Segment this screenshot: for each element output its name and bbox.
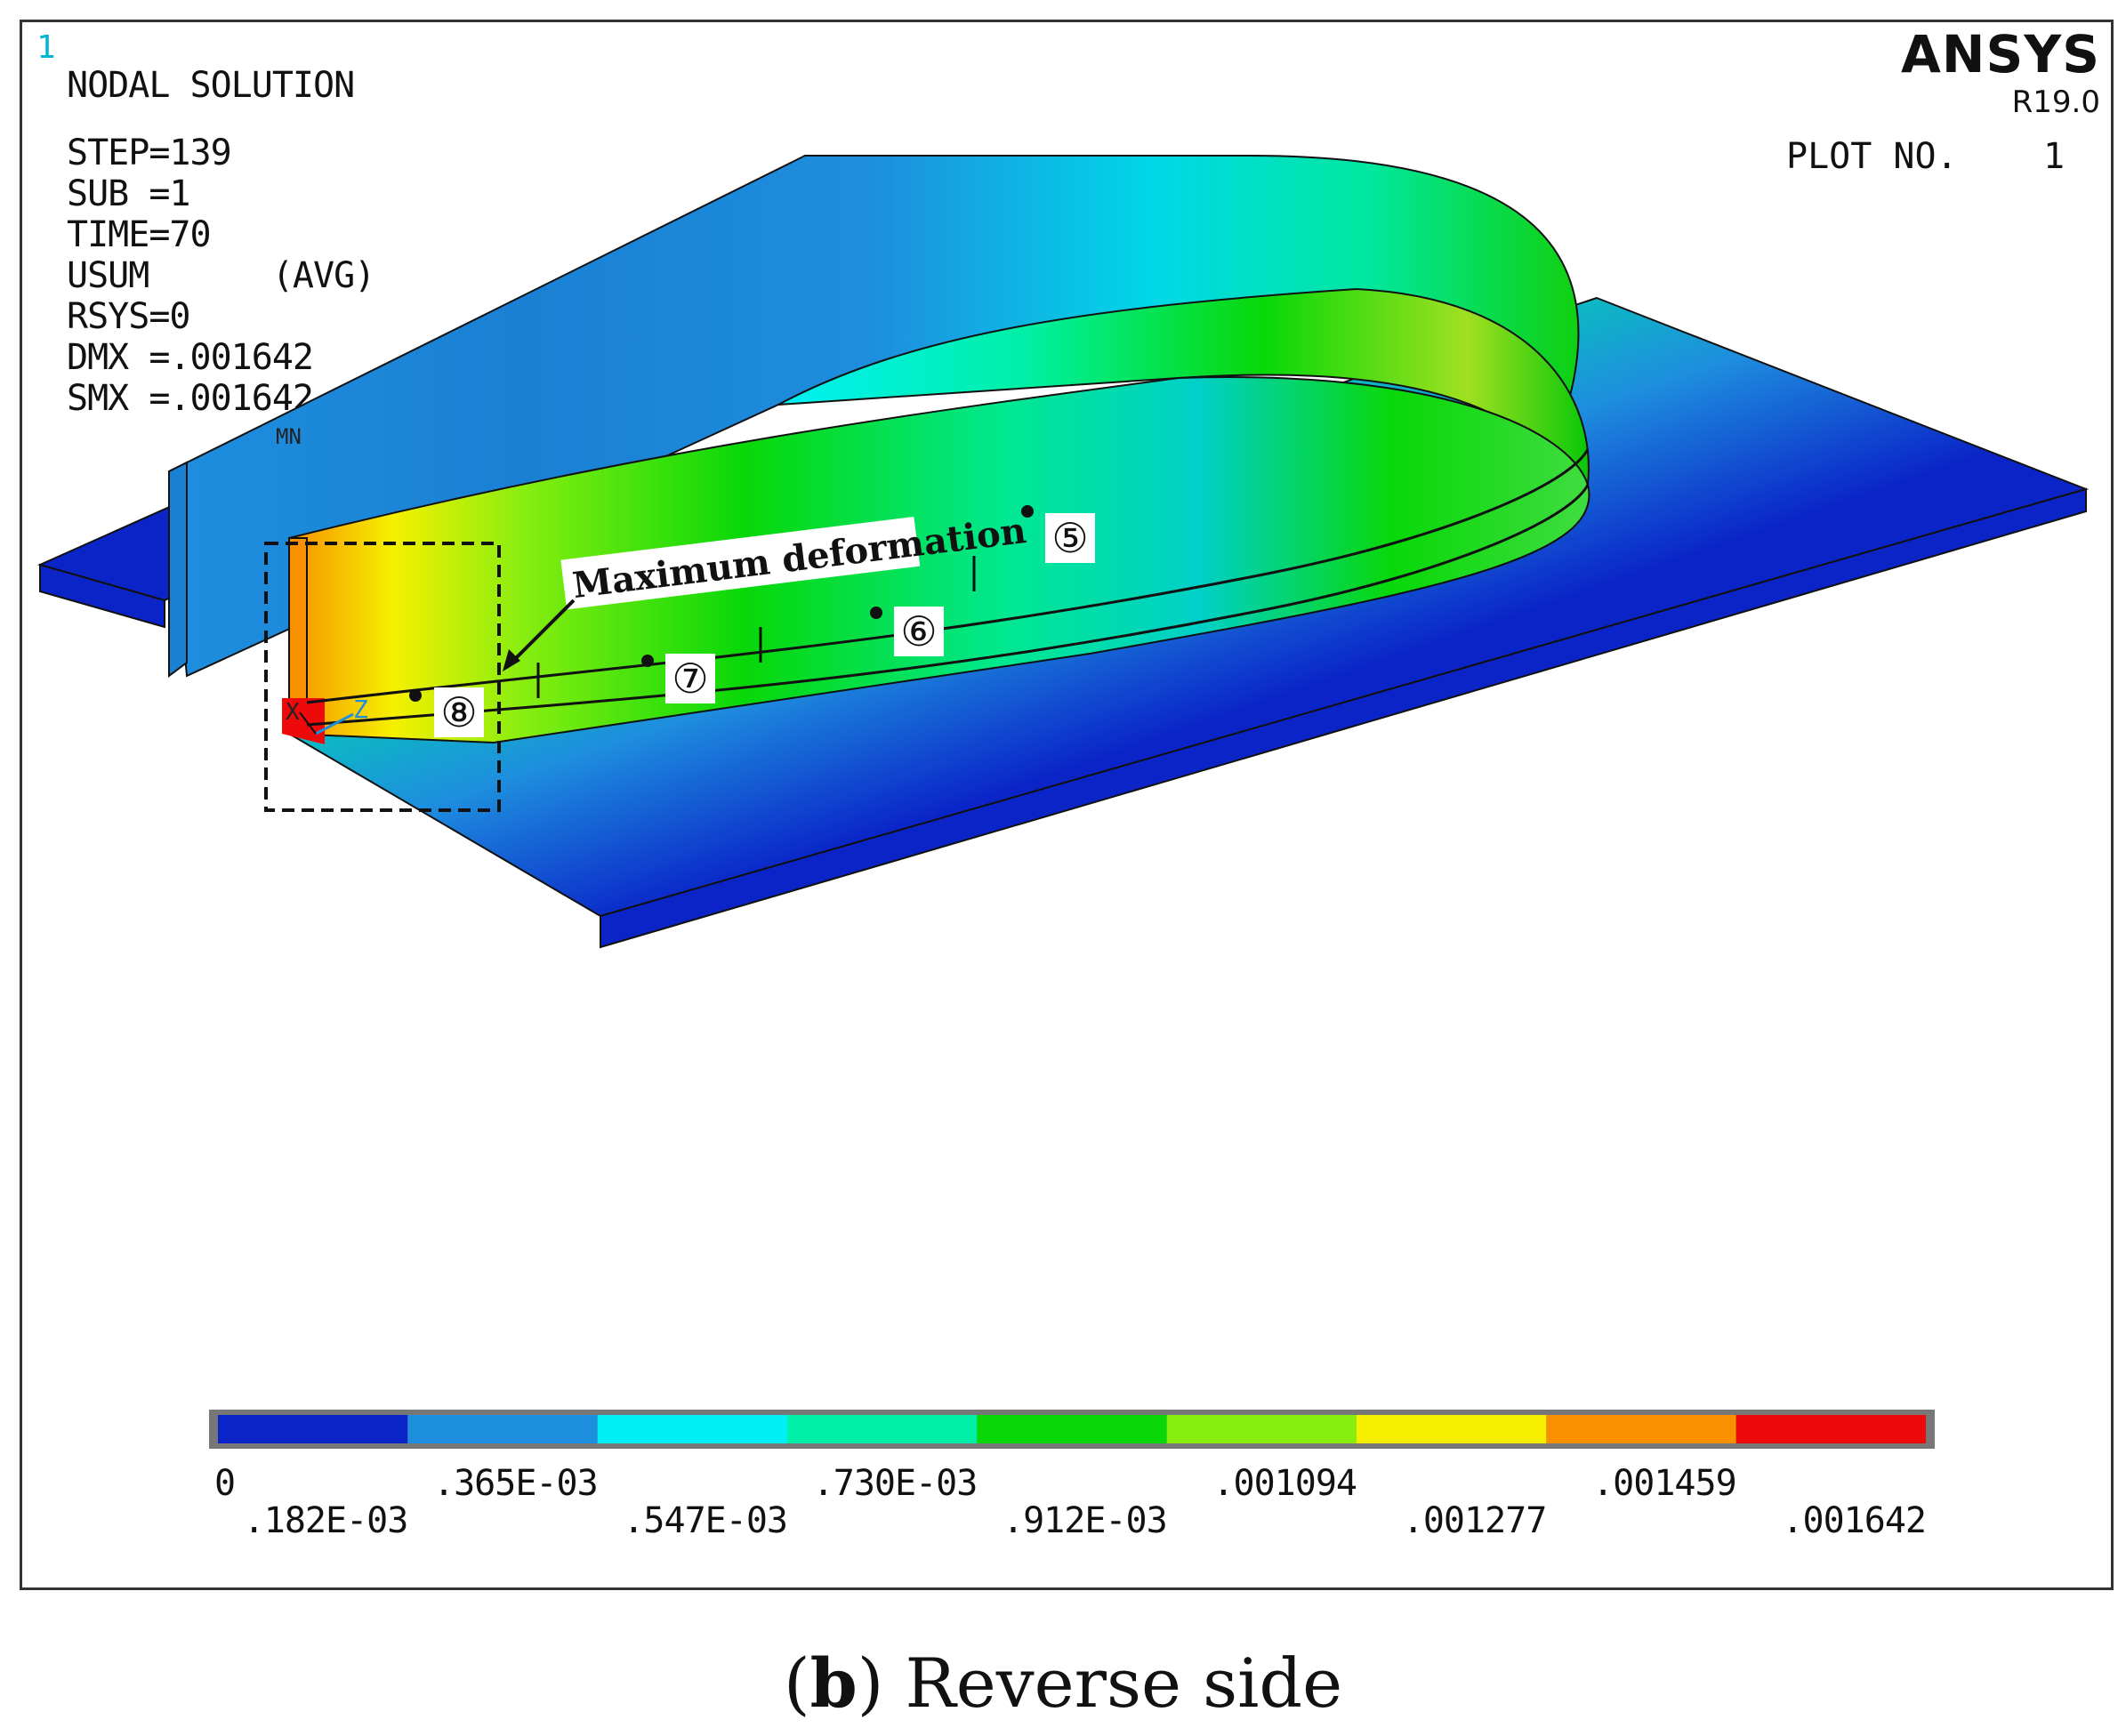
- max-region: [282, 698, 325, 744]
- max-deformation-box: [264, 542, 501, 812]
- point-label-bg: [665, 654, 715, 703]
- point-label-bg: [894, 607, 944, 656]
- info-line: NODAL SOLUTION: [67, 65, 355, 106]
- fea-model: Maximum deformation ⑤ ⑥ ⑦ ⑧ MN X Z: [37, 155, 2090, 949]
- brand-logo: ANSYS: [1901, 24, 2100, 84]
- triad-x-label: X: [286, 699, 300, 726]
- annotation-bg: [560, 516, 921, 610]
- point-label-7: ⑦: [672, 655, 708, 703]
- info-line: RSYS=0: [67, 296, 190, 337]
- info-line: SMX =.001642: [67, 378, 314, 419]
- point-marker: [1021, 505, 1034, 518]
- legend-swatch: [1166, 1415, 1357, 1443]
- legend-label: .001094: [1212, 1463, 1357, 1504]
- legend-label: .001277: [1402, 1500, 1548, 1541]
- point-marker: [641, 655, 654, 667]
- min-label: MN: [276, 424, 302, 449]
- legend-label: 0: [214, 1463, 236, 1504]
- left-plate-edge: [39, 563, 165, 629]
- triad-z-axis: [315, 712, 354, 735]
- plot-window: 1 NODAL SOLUTION STEP=139 SUB =1 TIME=70…: [20, 20, 2114, 1590]
- rib-line-lower: [306, 484, 1590, 727]
- legend-swatch: [597, 1415, 787, 1443]
- window-number: 1: [36, 29, 56, 66]
- point-label-8: ⑧: [440, 688, 477, 736]
- front-wall: [288, 376, 1590, 744]
- plot-number: PLOT NO. 1: [1786, 136, 2066, 177]
- point-label-bg: [1045, 513, 1095, 563]
- triad-x-axis: [299, 711, 317, 735]
- legend-swatch: [1735, 1415, 1926, 1443]
- back-wall-edge: [168, 461, 188, 678]
- info-line: STEP=139: [67, 133, 232, 173]
- legend-label: .547E-03: [623, 1500, 788, 1541]
- legend-swatch: [218, 1415, 408, 1443]
- base-plate-edge: [600, 487, 2087, 949]
- legend-swatch: [407, 1415, 598, 1443]
- legend-label: .365E-03: [433, 1463, 599, 1504]
- arrow-head: [503, 649, 520, 671]
- contour-legend: [209, 1410, 1935, 1449]
- legend-swatch: [977, 1415, 1167, 1443]
- legend-label: .001642: [1782, 1500, 1927, 1541]
- inner-curve-face: [777, 287, 1590, 504]
- info-line: TIME=70: [67, 214, 212, 255]
- legend-label: .001459: [1592, 1463, 1737, 1504]
- info-line: DMX =.001642: [67, 337, 314, 378]
- figure-caption: (b) Reverse side: [783, 1644, 1343, 1723]
- legend-swatch: [1357, 1415, 1547, 1443]
- info-line: USUM (AVG): [67, 255, 375, 296]
- legend-label: .730E-03: [812, 1463, 978, 1504]
- legend-swatch: [787, 1415, 978, 1443]
- legend-label: .912E-03: [1003, 1500, 1168, 1541]
- legend-label: .182E-03: [243, 1500, 409, 1541]
- version-label: R19.0: [2011, 84, 2100, 120]
- triad-z-label: Z: [353, 695, 368, 724]
- rib-line-upper: [306, 448, 1590, 704]
- point-label-6: ⑥: [900, 607, 937, 655]
- info-line: SUB =1: [67, 173, 190, 214]
- point-marker: [870, 607, 882, 619]
- point-label-5: ⑤: [1051, 514, 1088, 562]
- annotation-arrow: [505, 599, 576, 669]
- point-marker: [409, 689, 422, 702]
- legend-swatch: [1546, 1415, 1736, 1443]
- point-label-bg: [434, 687, 484, 737]
